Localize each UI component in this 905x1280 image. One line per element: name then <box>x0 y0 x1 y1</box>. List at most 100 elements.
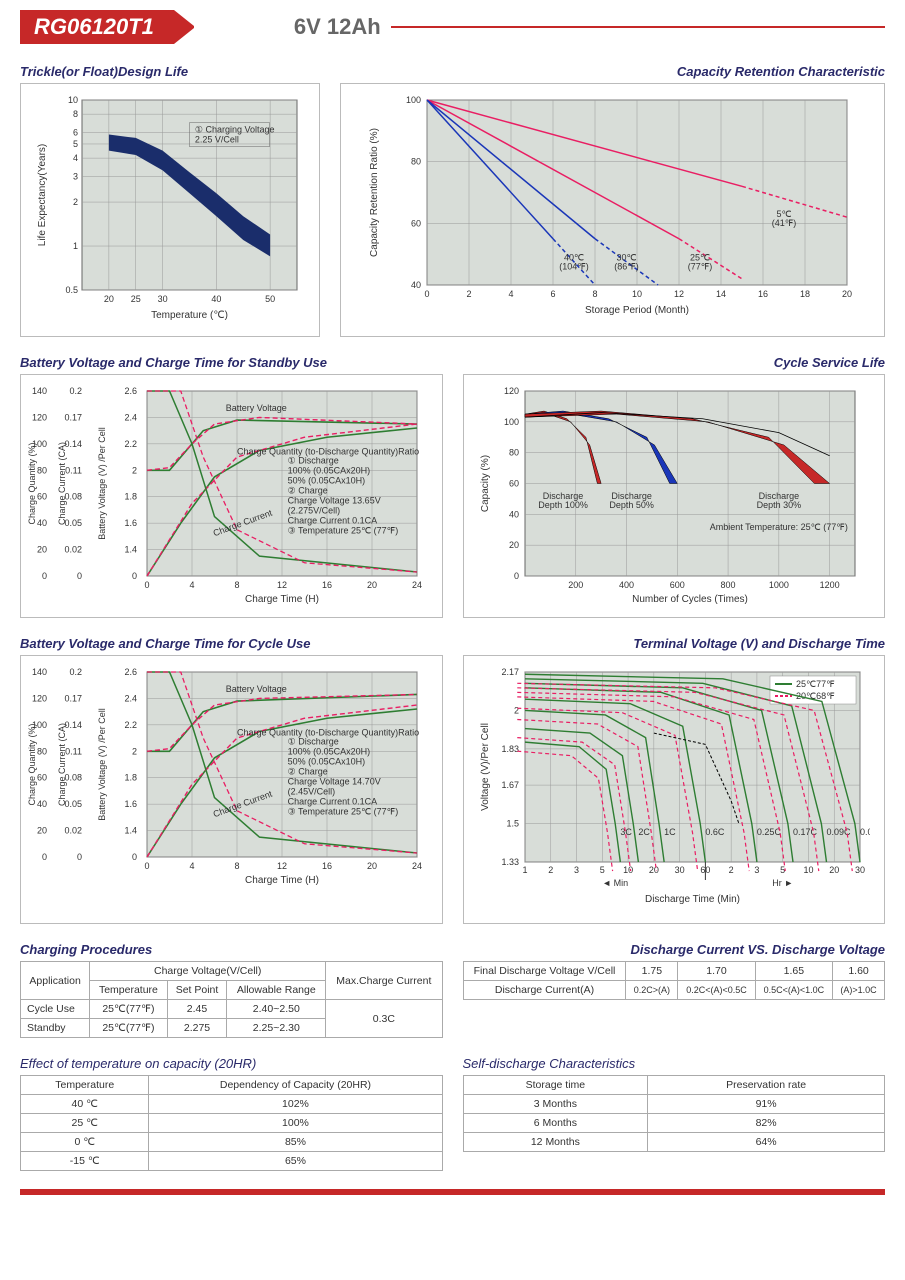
svg-text:1000: 1000 <box>768 580 788 590</box>
svg-text:16: 16 <box>322 580 332 590</box>
svg-text:0.2: 0.2 <box>69 386 82 396</box>
svg-text:1.5: 1.5 <box>506 819 519 829</box>
svg-text:6: 6 <box>550 289 555 299</box>
svg-text:0.17: 0.17 <box>64 693 82 703</box>
svg-text:(41℉): (41℉) <box>772 218 797 228</box>
svg-text:Charge Voltage 13.65V: Charge Voltage 13.65V <box>288 496 381 506</box>
svg-text:① Discharge: ① Discharge <box>288 456 339 466</box>
svg-text:14: 14 <box>716 289 726 299</box>
svg-text:0.08: 0.08 <box>64 492 82 502</box>
svg-text:① Discharge: ① Discharge <box>288 737 339 747</box>
svg-text:Charge Time (H): Charge Time (H) <box>245 875 319 886</box>
svg-text:16: 16 <box>322 861 332 871</box>
svg-text:30: 30 <box>158 294 168 304</box>
svg-text:Temperature (℃): Temperature (℃) <box>151 310 228 321</box>
svg-text:20: 20 <box>829 865 839 875</box>
svg-text:2: 2 <box>132 746 137 756</box>
svg-text:② Charge: ② Charge <box>288 767 328 777</box>
svg-text:0.6C: 0.6C <box>705 827 725 837</box>
svg-text:(86℉): (86℉) <box>614 261 639 271</box>
svg-text:1: 1 <box>522 865 527 875</box>
svg-text:(77℉): (77℉) <box>688 261 713 271</box>
table-self-discharge: Storage timePreservation rate3 Months91%… <box>463 1075 886 1152</box>
chart-terminal: 1.331.51.671.8322.1712351020306023510203… <box>463 655 886 924</box>
svg-text:30: 30 <box>854 865 864 875</box>
svg-text:100% (0.05CAx20H): 100% (0.05CAx20H) <box>288 466 371 476</box>
svg-text:2.2: 2.2 <box>124 720 137 730</box>
svg-text:18: 18 <box>800 289 810 299</box>
svg-text:② Charge: ② Charge <box>288 486 328 496</box>
svg-text:20: 20 <box>648 865 658 875</box>
svg-text:20: 20 <box>508 540 518 550</box>
title-charging-proc: Charging Procedures <box>20 942 443 957</box>
footer-bar <box>20 1189 885 1195</box>
svg-text:Charge Quantity (%): Charge Quantity (%) <box>27 442 37 524</box>
title-cycle-use: Battery Voltage and Charge Time for Cycl… <box>20 636 443 651</box>
svg-text:2: 2 <box>513 705 518 715</box>
svg-text:Depth 30%: Depth 30% <box>756 500 801 510</box>
svg-text:Charge Current (CA): Charge Current (CA) <box>57 442 67 525</box>
svg-text:Battery Voltage (V) /Per Cell: Battery Voltage (V) /Per Cell <box>97 708 107 821</box>
svg-text:4: 4 <box>189 861 194 871</box>
title-discharge-vs: Discharge Current VS. Discharge Voltage <box>463 942 886 957</box>
svg-text:2.17: 2.17 <box>501 667 519 677</box>
svg-text:Charge Current (CA): Charge Current (CA) <box>57 723 67 806</box>
svg-text:0.05: 0.05 <box>64 799 82 809</box>
svg-text:25: 25 <box>131 294 141 304</box>
chart-trickle: 0.51234568102025304050① Charging Voltage… <box>20 83 320 337</box>
svg-text:1.8: 1.8 <box>124 492 137 502</box>
svg-text:5: 5 <box>73 139 78 149</box>
title-terminal: Terminal Voltage (V) and Discharge Time <box>463 636 886 651</box>
svg-text:0.08: 0.08 <box>64 773 82 783</box>
svg-text:60: 60 <box>37 492 47 502</box>
svg-text:40: 40 <box>37 518 47 528</box>
svg-text:0.05: 0.05 <box>64 518 82 528</box>
svg-text:◄ Min: ◄ Min <box>602 878 628 888</box>
svg-text:20: 20 <box>367 861 377 871</box>
svg-text:80: 80 <box>37 465 47 475</box>
svg-text:2.6: 2.6 <box>124 667 137 677</box>
svg-text:Capacity Retention Ratio (%): Capacity Retention Ratio (%) <box>369 128 380 257</box>
svg-text:Depth 50%: Depth 50% <box>609 500 654 510</box>
svg-text:16: 16 <box>758 289 768 299</box>
svg-text:2: 2 <box>466 289 471 299</box>
svg-text:0.5: 0.5 <box>65 285 78 295</box>
svg-text:0: 0 <box>77 571 82 581</box>
svg-text:3: 3 <box>754 865 759 875</box>
svg-text:100: 100 <box>503 417 518 427</box>
svg-text:Battery Voltage: Battery Voltage <box>226 684 287 694</box>
svg-text:2: 2 <box>548 865 553 875</box>
svg-text:Capacity (%): Capacity (%) <box>480 455 491 512</box>
svg-text:50: 50 <box>265 294 275 304</box>
svg-text:120: 120 <box>503 386 518 396</box>
svg-text:10: 10 <box>623 865 633 875</box>
svg-text:80: 80 <box>508 448 518 458</box>
svg-text:Voltage (V)/Per Cell: Voltage (V)/Per Cell <box>480 723 491 811</box>
spec-label: 6V 12Ah <box>294 14 381 40</box>
svg-text:Charge Current 0.1CA: Charge Current 0.1CA <box>288 516 378 526</box>
svg-text:Charge Voltage 14.70V: Charge Voltage 14.70V <box>288 777 381 787</box>
title-temp-effect: Effect of temperature on capacity (20HR) <box>20 1056 443 1071</box>
svg-text:5: 5 <box>780 865 785 875</box>
svg-text:0.14: 0.14 <box>64 720 82 730</box>
svg-text:1.6: 1.6 <box>124 799 137 809</box>
table-charging: ApplicationCharge Voltage(V/Cell)Max.Cha… <box>20 961 443 1038</box>
svg-text:2C: 2C <box>638 827 650 837</box>
svg-text:20: 20 <box>367 580 377 590</box>
svg-text:80: 80 <box>411 157 421 167</box>
svg-text:0.14: 0.14 <box>64 439 82 449</box>
model-badge: RG06120T1 <box>20 10 174 44</box>
svg-text:60: 60 <box>411 218 421 228</box>
chart-cycle-use: 04812162024000200.021.4400.051.6600.081.… <box>20 655 443 924</box>
svg-text:Battery Voltage (V) /Per Cell: Battery Voltage (V) /Per Cell <box>97 427 107 540</box>
svg-text:8: 8 <box>73 109 78 119</box>
svg-text:0: 0 <box>144 861 149 871</box>
svg-text:Discharge Time (Min): Discharge Time (Min) <box>644 894 739 905</box>
header-line <box>391 26 885 28</box>
svg-text:2: 2 <box>73 197 78 207</box>
svg-text:12: 12 <box>674 289 684 299</box>
svg-text:60: 60 <box>37 773 47 783</box>
svg-text:80: 80 <box>37 746 47 756</box>
svg-text:140: 140 <box>32 667 47 677</box>
svg-text:(2.45V/Cell): (2.45V/Cell) <box>288 787 336 797</box>
